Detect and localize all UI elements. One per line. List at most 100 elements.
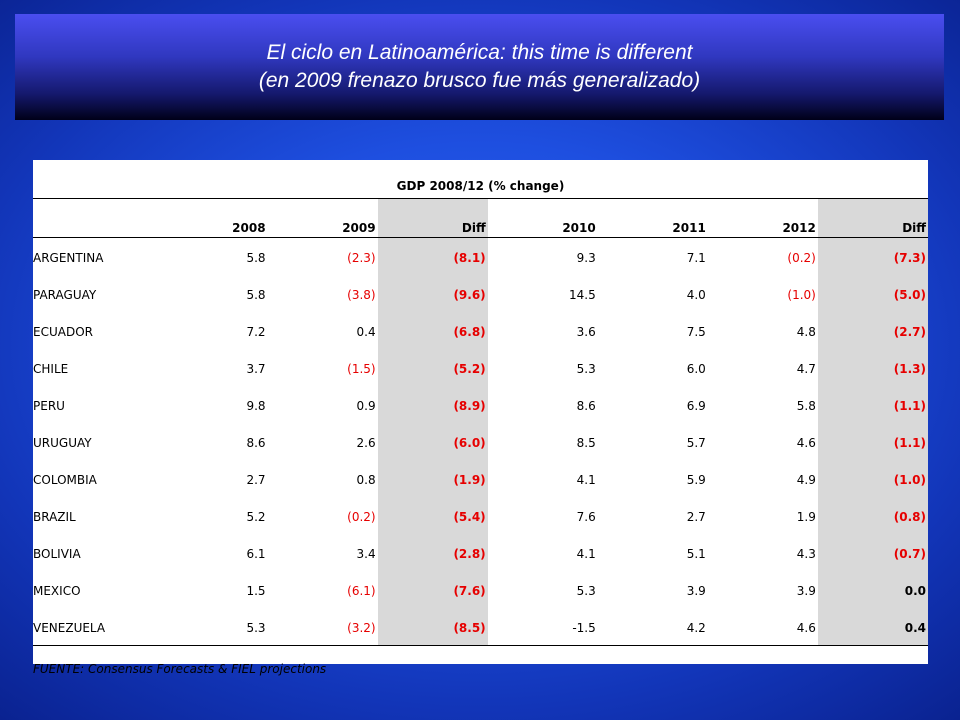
value-cell-y2010: 4.1 xyxy=(576,472,596,487)
table-row: PARAGUAY 5.8 (3.8) (9.6) 14.5 4.0 (1.0) (5.0) xyxy=(33,275,928,312)
value-cell-y2012: 4.8 xyxy=(796,324,816,339)
header-cell: Diff xyxy=(377,198,488,238)
value-cell-diff1: (8.9) xyxy=(377,386,488,423)
value-cell-y2010: 14.5 xyxy=(569,287,596,302)
country-cell: MEXICO xyxy=(33,583,81,598)
slide-title: El ciclo en Latinoamérica: this time is … xyxy=(15,14,944,120)
title-line-1: El ciclo en Latinoamérica: this time is … xyxy=(266,41,693,64)
value-cell-y2011: 4.0 xyxy=(686,287,706,302)
value-cell-y2008: 6.1 xyxy=(246,546,266,561)
value-cell-y2008: 8.6 xyxy=(246,435,266,450)
value-cell-y2009: (1.5) xyxy=(347,361,376,376)
value-cell-y2011: 6.9 xyxy=(686,398,706,413)
country-cell: ARGENTINA xyxy=(33,250,104,265)
value-cell-y2011: 5.9 xyxy=(686,472,706,487)
header-cell: 2008 xyxy=(157,198,268,238)
value-cell-y2011: 5.7 xyxy=(686,435,706,450)
value-cell-y2011: 3.9 xyxy=(686,583,706,598)
value-cell-diff2: 0.4 xyxy=(817,608,928,645)
table-row: BRAZIL 5.2 (0.2) (5.4) 7.6 2.7 1.9 (0.8) xyxy=(33,497,928,534)
value-cell-y2012: 4.6 xyxy=(796,620,816,635)
value-cell-y2009: (6.1) xyxy=(347,583,376,598)
country-cell: PARAGUAY xyxy=(33,287,97,302)
value-cell-y2009: (3.8) xyxy=(347,287,376,302)
header-cell: 2009 xyxy=(267,198,378,238)
value-cell-diff2: (1.1) xyxy=(817,423,928,460)
header-cell: 2011 xyxy=(597,198,708,238)
value-cell-y2008: 9.8 xyxy=(246,398,266,413)
value-cell-diff2: (1.3) xyxy=(817,349,928,386)
value-cell-y2009: 3.4 xyxy=(356,546,376,561)
value-cell-y2010: 8.5 xyxy=(576,435,596,450)
value-cell-y2008: 5.8 xyxy=(246,250,266,265)
table-row: CHILE 3.7 (1.5) (5.2) 5.3 6.0 4.7 (1.3) xyxy=(33,349,928,386)
value-cell-diff2: (5.0) xyxy=(817,275,928,312)
value-cell-diff1: (6.0) xyxy=(377,423,488,460)
table-body: ARGENTINA 5.8 (2.3) (8.1) 9.3 7.1 (0.2) (7.3) PA… xyxy=(33,237,928,645)
value-cell-y2009: (2.3) xyxy=(347,250,376,265)
value-cell-y2009: (3.2) xyxy=(347,620,376,635)
table-row: COLOMBIA 2.7 0.8 (1.9) 4.1 5.9 4.9 (1.0) xyxy=(33,460,928,497)
value-cell-y2012: (1.0) xyxy=(787,287,816,302)
value-cell-y2008: 5.2 xyxy=(246,509,266,524)
header-cell: Diff xyxy=(817,198,928,238)
country-cell: BRAZIL xyxy=(33,509,76,524)
value-cell-y2009: 0.4 xyxy=(356,324,376,339)
country-cell: URUGUAY xyxy=(33,435,92,450)
table-row: BOLIVIA 6.1 3.4 (2.8) 4.1 5.1 4.3 (0.7) xyxy=(33,534,928,571)
header-cell: 2012 xyxy=(707,198,818,238)
table-caption: GDP 2008/12 (% change) xyxy=(396,179,565,193)
value-cell-diff2: (2.7) xyxy=(817,312,928,349)
value-cell-diff2: (1.0) xyxy=(817,460,928,497)
header-cell xyxy=(33,198,158,238)
value-cell-diff2: 0.0 xyxy=(817,571,928,608)
value-cell-y2011: 7.5 xyxy=(686,324,706,339)
country-cell: CHILE xyxy=(33,361,69,376)
value-cell-diff2: (1.1) xyxy=(817,386,928,423)
table-row: MEXICO 1.5 (6.1) (7.6) 5.3 3.9 3.9 0.0 xyxy=(33,571,928,608)
value-cell-y2008: 5.8 xyxy=(246,287,266,302)
value-cell-y2012: 4.3 xyxy=(796,546,816,561)
value-cell-diff1: (1.9) xyxy=(377,460,488,497)
country-cell: BOLIVIA xyxy=(33,546,81,561)
source-note: FUENTE: Consensus Forecasts & FIEL proje… xyxy=(33,645,928,679)
value-cell-y2010: 4.1 xyxy=(576,546,596,561)
value-cell-y2012: 4.9 xyxy=(796,472,816,487)
value-cell-y2008: 2.7 xyxy=(246,472,266,487)
header-cell: 2010 xyxy=(487,198,598,238)
value-cell-diff2: (7.3) xyxy=(817,237,928,275)
value-cell-y2009: 0.8 xyxy=(356,472,376,487)
table-row: PERU 9.8 0.9 (8.9) 8.6 6.9 5.8 (1.1) xyxy=(33,386,928,423)
value-cell-y2012: (0.2) xyxy=(787,250,816,265)
value-cell-y2011: 6.0 xyxy=(686,361,706,376)
value-cell-diff1: (8.5) xyxy=(377,608,488,645)
value-cell-y2010: 8.6 xyxy=(576,398,596,413)
value-cell-y2011: 5.1 xyxy=(686,546,706,561)
value-cell-diff1: (7.6) xyxy=(377,571,488,608)
country-cell: COLOMBIA xyxy=(33,472,97,487)
value-cell-diff1: (5.2) xyxy=(377,349,488,386)
value-cell-y2011: 4.2 xyxy=(686,620,706,635)
table-row: URUGUAY 8.6 2.6 (6.0) 8.5 5.7 4.6 (1.1) xyxy=(33,423,928,460)
value-cell-y2009: (0.2) xyxy=(347,509,376,524)
value-cell-y2012: 4.7 xyxy=(796,361,816,376)
value-cell-diff1: (2.8) xyxy=(377,534,488,571)
value-cell-y2008: 7.2 xyxy=(246,324,266,339)
value-cell-y2010: 5.3 xyxy=(576,583,596,598)
table-row: VENEZUELA 5.3 (3.2) (8.5) -1.5 4.2 4.6 0.4 xyxy=(33,608,928,645)
value-cell-y2012: 5.8 xyxy=(796,398,816,413)
value-cell-diff1: (6.8) xyxy=(377,312,488,349)
value-cell-diff1: (8.1) xyxy=(377,237,488,275)
value-cell-diff1: (9.6) xyxy=(377,275,488,312)
table-row: ARGENTINA 5.8 (2.3) (8.1) 9.3 7.1 (0.2) (7.3) xyxy=(33,237,928,275)
value-cell-y2010: -1.5 xyxy=(572,620,596,635)
value-cell-y2011: 2.7 xyxy=(686,509,706,524)
country-cell: VENEZUELA xyxy=(33,620,106,635)
value-cell-diff1: (5.4) xyxy=(377,497,488,534)
value-cell-diff2: (0.7) xyxy=(817,534,928,571)
value-cell-y2008: 3.7 xyxy=(246,361,266,376)
gdp-table: 2008 2009 Diff 2010 2011 2012 Diff ARGEN… xyxy=(33,198,928,645)
value-cell-y2010: 3.6 xyxy=(576,324,596,339)
table-row: ECUADOR 7.2 0.4 (6.8) 3.6 7.5 4.8 (2.7) xyxy=(33,312,928,349)
value-cell-y2010: 7.6 xyxy=(576,509,596,524)
